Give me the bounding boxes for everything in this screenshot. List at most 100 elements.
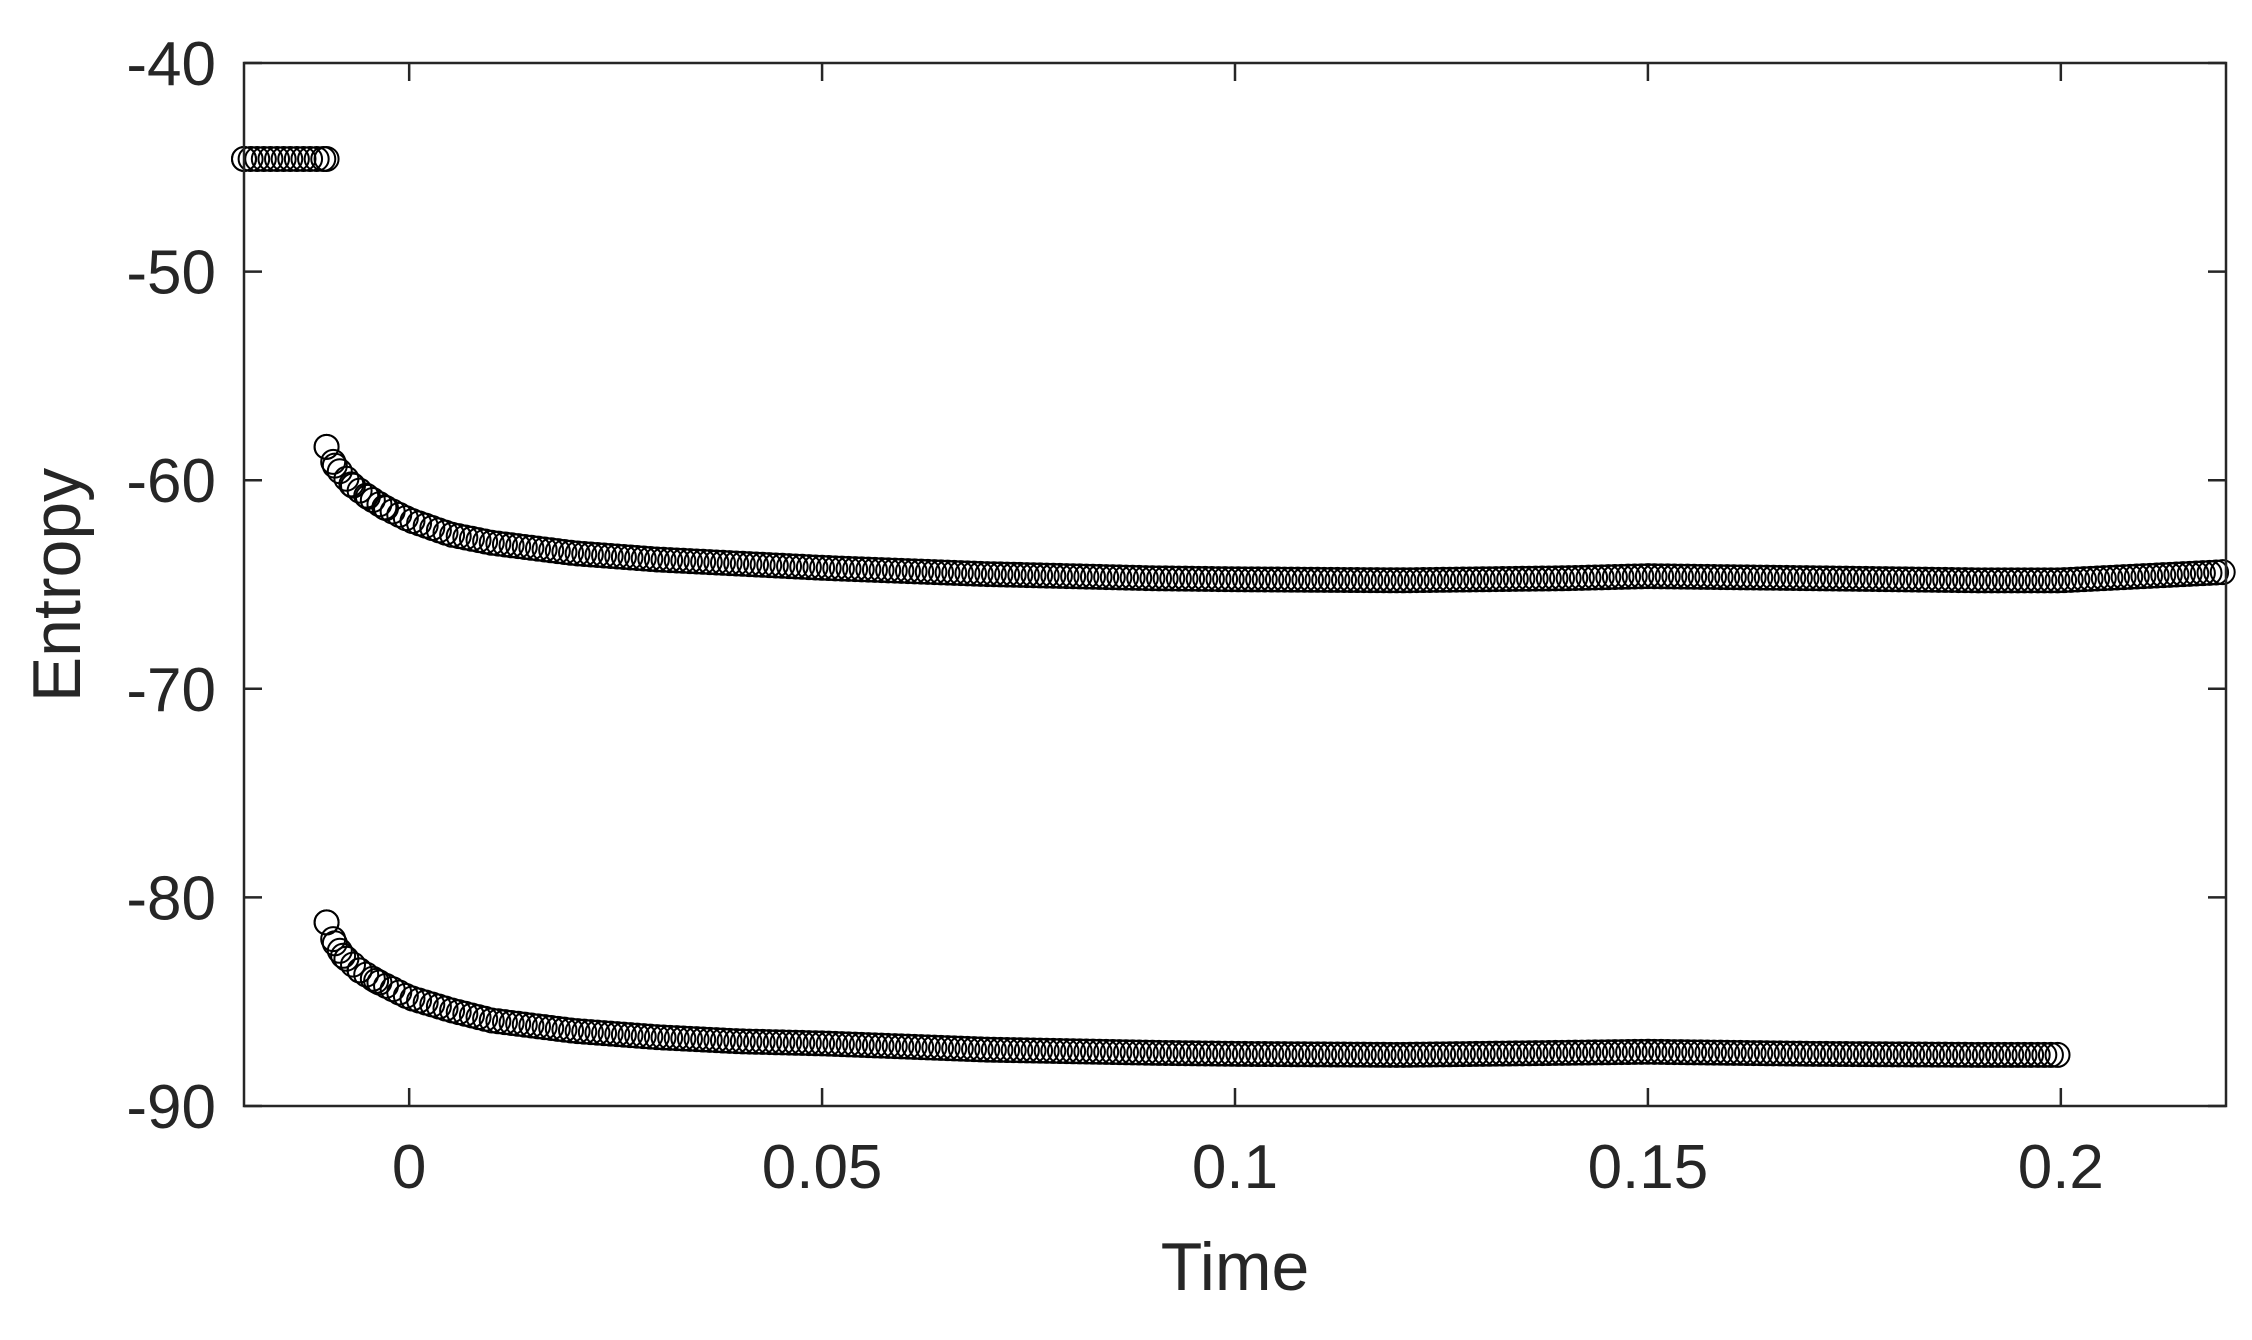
- data-point: [1542, 565, 1569, 592]
- data-point: [1020, 562, 1047, 589]
- data-point: [1529, 565, 1556, 592]
- data-point: [1958, 567, 1985, 594]
- data-point: [558, 539, 585, 566]
- data-point: [624, 544, 651, 571]
- data-point: [1060, 563, 1087, 590]
- data-point: [881, 557, 908, 584]
- data-point: [795, 554, 822, 581]
- data-point: [313, 909, 340, 936]
- data-point: [610, 1021, 637, 1048]
- data-point: [1628, 563, 1655, 590]
- data-point: [835, 1031, 862, 1058]
- data-point: [1846, 1041, 1873, 1068]
- data-point: [1515, 1040, 1542, 1067]
- data-point: [1932, 566, 1959, 593]
- x-tick-label: 0: [392, 1133, 426, 1202]
- data-point: [1456, 566, 1483, 593]
- data-point: [2103, 564, 2130, 591]
- data-point: [1714, 1039, 1741, 1066]
- data-point: [1648, 563, 1675, 590]
- data-point: [1007, 561, 1034, 588]
- data-point: [657, 1024, 684, 1051]
- data-point: [1747, 564, 1774, 591]
- data-point: [1925, 1041, 1952, 1068]
- data-point: [1667, 563, 1694, 590]
- data-point: [2150, 562, 2177, 589]
- data-point: [908, 558, 935, 585]
- data-point: [1179, 565, 1206, 592]
- data-point: [1198, 1040, 1225, 1067]
- data-point: [2057, 566, 2084, 593]
- data-point: [1859, 1041, 1886, 1068]
- data-point: [663, 1025, 690, 1052]
- data-point: [313, 433, 340, 460]
- data-point: [901, 1033, 928, 1060]
- data-point: [340, 472, 367, 499]
- data-point: [901, 558, 928, 585]
- data-point: [961, 560, 988, 587]
- data-point: [1489, 566, 1516, 593]
- data-point: [1337, 1041, 1364, 1068]
- data-point: [1885, 1041, 1912, 1068]
- data-point: [1264, 566, 1291, 593]
- data-point: [2123, 563, 2150, 590]
- data-point: [326, 458, 353, 485]
- data-point: [1139, 1039, 1166, 1066]
- data-point: [743, 1028, 770, 1055]
- data-point: [2031, 1041, 2058, 1068]
- data-point: [1099, 564, 1126, 591]
- data-point: [1278, 1041, 1305, 1068]
- data-point: [1476, 1040, 1503, 1067]
- data-point: [709, 1027, 736, 1054]
- data-point: [1073, 1038, 1100, 1065]
- data-point: [2209, 559, 2236, 586]
- data-point: [1132, 1039, 1159, 1066]
- data-point: [736, 1028, 763, 1055]
- data-point: [1436, 1041, 1463, 1068]
- series-1: [231, 145, 340, 172]
- data-point: [1899, 566, 1926, 593]
- data-point: [1192, 565, 1219, 592]
- data-point: [1291, 1041, 1318, 1068]
- data-point: [1879, 566, 1906, 593]
- data-point: [1086, 1038, 1113, 1065]
- data-point: [1112, 564, 1139, 591]
- data-point: [928, 559, 955, 586]
- data-point: [1971, 1041, 1998, 1068]
- data-point: [1410, 1041, 1437, 1068]
- data-point: [277, 145, 304, 172]
- data-point: [2024, 1041, 2051, 1068]
- data-point: [630, 545, 657, 572]
- data-point: [558, 1017, 585, 1044]
- data-point: [1112, 1039, 1139, 1066]
- data-point: [2176, 560, 2203, 587]
- data-point: [1013, 1037, 1040, 1064]
- data-point: [571, 540, 598, 567]
- data-point: [2110, 564, 2137, 591]
- data-point: [1271, 566, 1298, 593]
- data-point: [1146, 1039, 1173, 1066]
- data-point: [2117, 563, 2144, 590]
- data-point: [346, 957, 373, 984]
- data-point: [2037, 1041, 2064, 1068]
- data-point: [564, 1018, 591, 1045]
- data-point: [1331, 566, 1358, 593]
- data-point: [1707, 564, 1734, 591]
- data-point: [1575, 1039, 1602, 1066]
- data-point: [1463, 566, 1490, 593]
- data-point: [1046, 1038, 1073, 1065]
- data-point: [809, 1030, 836, 1057]
- data-point: [330, 942, 357, 969]
- data-point: [303, 145, 330, 172]
- data-point: [2018, 567, 2045, 594]
- data-point: [683, 548, 710, 575]
- data-point: [934, 1035, 961, 1062]
- data-point: [1377, 1041, 1404, 1068]
- series-2: [313, 433, 2236, 594]
- data-point: [1786, 1040, 1813, 1067]
- data-point: [624, 1022, 651, 1049]
- data-point: [723, 1028, 750, 1055]
- data-point: [769, 552, 796, 579]
- data-point: [1370, 567, 1397, 594]
- data-point: [967, 560, 994, 587]
